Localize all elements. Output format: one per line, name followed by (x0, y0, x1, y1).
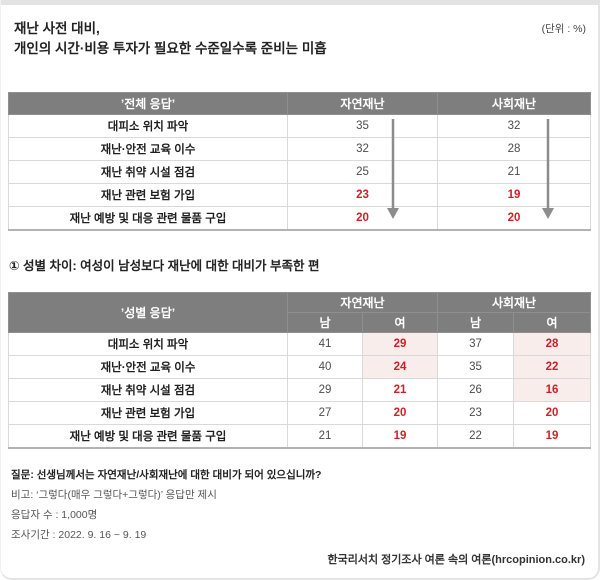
natural-disaster-header: 자연재난 (286, 292, 439, 313)
footnote-note: 비고: ‘그렇다(매우 그렇다+그렇다)’ 응답만 제시 (11, 489, 217, 501)
natural-disaster-header: 자연재난 (287, 92, 438, 115)
value-cell-highlight: 20 (437, 206, 591, 231)
table-row: 재난 예방 및 대응 관련 물품 구입 21 19 22 19 (8, 424, 592, 449)
value-cell: 32 (287, 137, 438, 161)
male-value-cell: 26 (437, 378, 515, 402)
unit-label: (단위 : %) (541, 23, 586, 35)
row-label: 재난·안전 교육 이수 (8, 137, 288, 161)
male-value-cell: 23 (437, 401, 515, 425)
row-label: 재난 취약 시설 점검 (8, 160, 288, 184)
female-value-cell: 19 (361, 424, 439, 449)
male-value-cell: 29 (287, 378, 363, 402)
value-cell-highlight: 19 (437, 183, 591, 207)
female-value-cell: 20 (361, 401, 439, 425)
female-value-cell: 28 (513, 332, 592, 356)
row-label: 재난 취약 시설 점검 (8, 378, 288, 402)
table-header-row: ’성별 응답’ 자연재난 사회재난 (8, 292, 592, 333)
row-label: 대피소 위치 파악 (8, 332, 288, 356)
table-row: 대피소 위치 파악 35 32 (8, 114, 591, 138)
table-row: 대피소 위치 파악 41 29 37 28 (8, 332, 592, 356)
table-row: 재난 관련 보험 가입 23 19 (8, 183, 591, 207)
table-row: 재난 취약 시설 점검 25 21 (8, 160, 591, 184)
table-row: 재난 예방 및 대응 관련 물품 구입 20 20 (8, 206, 591, 231)
value-cell: 28 (437, 137, 591, 161)
gender-response-table: ’성별 응답’ 자연재난 사회재난 남 여 남 여 대피소 위치 파악 41 2… (8, 292, 592, 449)
male-header: 남 (287, 312, 363, 333)
footnotes: 질문: 선생님께서는 자연재난/사회재난에 대한 대비가 되어 있으십니까? 비… (11, 469, 321, 549)
male-value-cell: 41 (287, 332, 363, 356)
male-value-cell: 21 (287, 424, 363, 449)
page-title: 재난 사전 대비, 개인의 시간·비용 투자가 필요한 수준일수록 준비는 미흡 (14, 19, 327, 59)
social-disaster-header: 사회재난 (437, 292, 592, 313)
value-cell: 32 (437, 114, 591, 138)
value-cell-highlight: 23 (287, 183, 438, 207)
value-cell: 21 (437, 160, 591, 184)
table-row: 재난·안전 교육 이수 32 28 (8, 137, 591, 161)
table-header-row: ’전체 응답’ 자연재난 사회재난 (8, 92, 591, 115)
title-line-1: 재난 사전 대비, (14, 21, 100, 36)
row-label: 재난·안전 교육 이수 (8, 355, 288, 379)
overall-response-table: ’전체 응답’ 자연재난 사회재난 대피소 위치 파악 35 32 재난·안전 … (8, 92, 591, 231)
female-value-cell: 16 (513, 378, 592, 402)
row-label: 재난 예방 및 대응 관련 물품 구입 (8, 206, 288, 231)
table-row: 재난 취약 시설 점검 29 21 26 16 (8, 378, 592, 402)
male-value-cell: 40 (287, 355, 363, 379)
male-value-cell: 35 (437, 355, 515, 379)
table-row: 재난·안전 교육 이수 40 24 35 22 (8, 355, 592, 379)
title-line-2: 개인의 시간·비용 투자가 필요한 수준일수록 준비는 미흡 (14, 41, 327, 56)
row-label: 대피소 위치 파악 (8, 114, 288, 138)
female-value-cell: 21 (361, 378, 439, 402)
source-credit: 한국리서치 정기조사 여론 속의 여론(hrcopinion.co.kr) (327, 554, 585, 566)
male-header: 남 (437, 312, 515, 333)
female-value-cell: 19 (513, 424, 592, 449)
female-value-cell: 29 (361, 332, 439, 356)
row-label: 재난 예방 및 대응 관련 물품 구입 (8, 424, 288, 449)
row-label: 재난 관련 보험 가입 (8, 183, 288, 207)
male-value-cell: 22 (437, 424, 515, 449)
top-divider (0, 0, 600, 5)
female-value-cell: 20 (513, 401, 592, 425)
table-row: 재난 관련 보험 가입 27 20 23 20 (8, 401, 592, 425)
value-cell: 35 (287, 114, 438, 138)
gender-label-header: ’성별 응답’ (8, 292, 288, 333)
footnote-question: 질문: 선생님께서는 자연재난/사회재난에 대한 대비가 되어 있으십니까? (11, 469, 322, 481)
overall-label-header: ’전체 응답’ (8, 92, 288, 115)
footnote-respondents: 응답자 수 : 1,000명 (11, 509, 98, 521)
footnote-period: 조사기간 : 2022. 9. 16 ~ 9. 19 (11, 529, 147, 541)
gender-section-heading: ① 성별 차이: 여성이 남성보다 재난에 대한 대비가 부족한 편 (9, 259, 320, 273)
value-cell: 25 (287, 160, 438, 184)
male-value-cell: 27 (287, 401, 363, 425)
female-value-cell: 22 (513, 355, 592, 379)
female-header: 여 (513, 312, 592, 333)
row-label: 재난 관련 보험 가입 (8, 401, 288, 425)
value-cell-highlight: 20 (287, 206, 438, 231)
female-value-cell: 24 (361, 355, 439, 379)
female-header: 여 (361, 312, 439, 333)
social-disaster-header: 사회재난 (437, 92, 591, 115)
male-value-cell: 37 (437, 332, 515, 356)
